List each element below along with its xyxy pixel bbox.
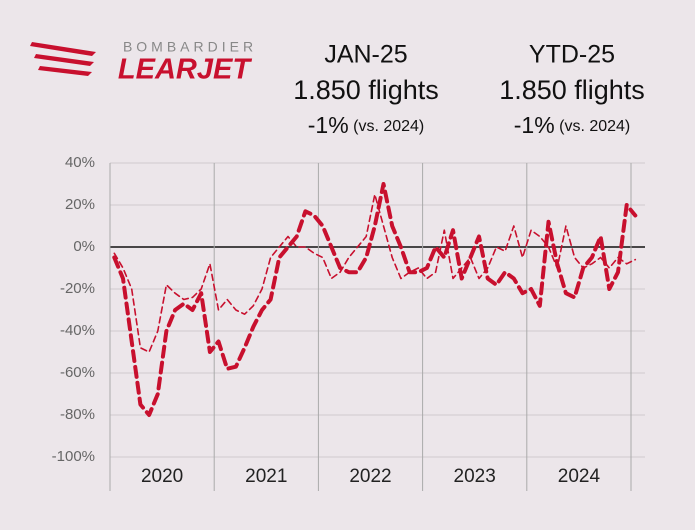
y-tick-label: -20% [60,280,95,297]
stat-ytd: YTD-25 1.850 flights -1% (vs. 2024) [499,41,645,138]
x-tick-label: 2022 [349,466,391,487]
stat-flights: 1.850 flights [499,75,645,105]
stat-change-line: -1% (vs. 2024) [308,112,425,138]
y-tick-label: -80% [60,406,95,423]
x-tick-label: 2023 [454,466,496,487]
logo-stripe [38,66,92,76]
x-tick-label: 2020 [141,466,183,487]
x-tick-label: 2024 [558,466,601,487]
stat-jan: JAN-25 1.850 flights -1% (vs. 2024) [293,41,439,138]
stat-change: -1% [308,112,349,138]
y-tick-label: 40% [65,154,95,171]
stat-comparison: (vs. 2024) [559,118,630,135]
y-tick-label: -100% [52,448,95,465]
stat-comparison: (vs. 2024) [353,118,424,135]
chart: -100% -80% -60% -40% -20% 0% 20% 40% 2020 2021 202… [52,154,645,491]
y-tick-label: -40% [60,322,95,339]
logo-stripe [30,42,96,56]
stat-change-line: -1% (vs. 2024) [514,112,631,138]
stat-period: YTD-25 [529,41,615,69]
x-tick-label: 2021 [245,466,287,487]
stat-period: JAN-25 [324,41,407,69]
logo-stripe [34,54,94,66]
logo-brand: BOMBARDIER [123,39,257,55]
y-tick-label: 0% [73,238,95,255]
logo: BOMBARDIER LEARJET [30,39,257,86]
series-line [112,182,638,417]
stat-change: -1% [514,112,555,138]
stat-flights: 1.850 flights [293,75,439,105]
y-tick-label: 20% [65,196,95,213]
series-line [113,193,637,353]
logo-product: LEARJET [118,54,252,86]
y-tick-label: -60% [60,364,95,381]
